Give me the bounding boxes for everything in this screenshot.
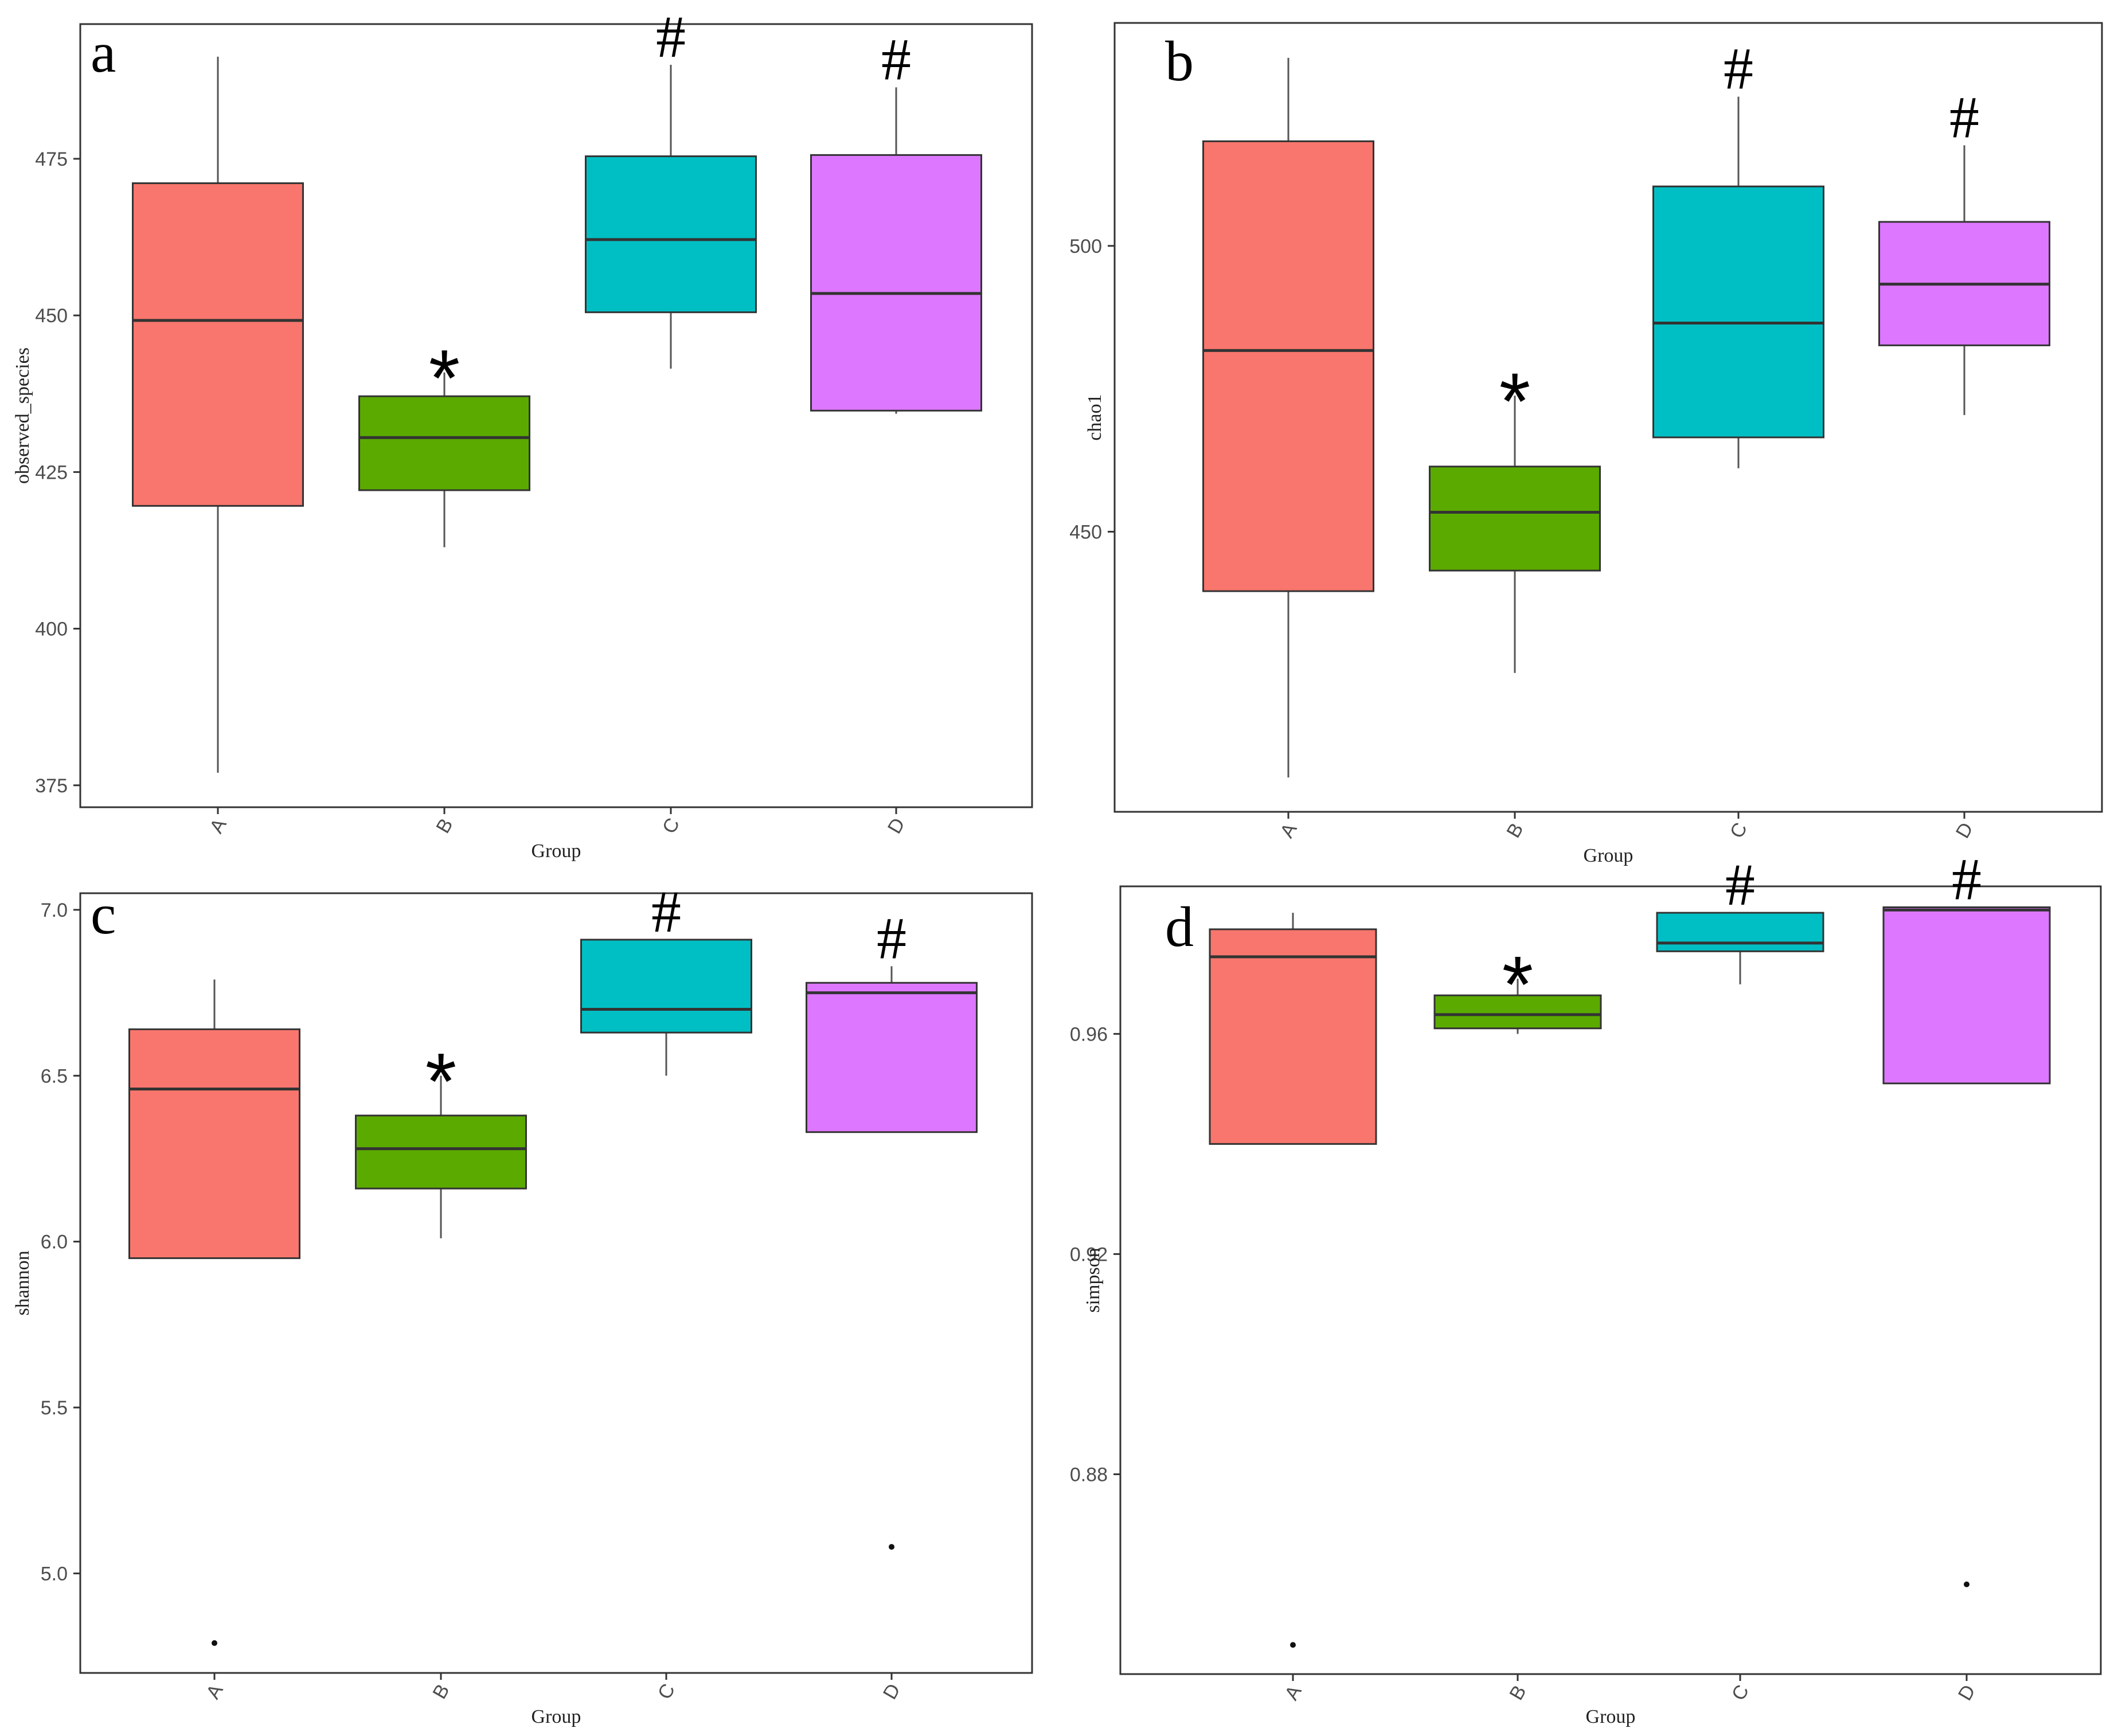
panel-label: d	[1165, 895, 1194, 959]
box-A	[1202, 140, 1374, 592]
significance-marker: #	[881, 26, 911, 92]
x-axis-title: Group	[1584, 845, 1634, 866]
significance-marker: #	[1724, 36, 1753, 102]
box-group-A	[1209, 913, 1377, 1648]
significance-marker: #	[1952, 846, 1982, 912]
box-D	[1882, 906, 2051, 1085]
x-tick-label: A	[205, 815, 230, 837]
panel-label: b	[1165, 29, 1194, 93]
chart-panel-b: 450 500 chao1 A B C D Group * # # b	[1069, 22, 2103, 866]
y-tick-label: 450	[1069, 521, 1102, 543]
box-B	[358, 395, 530, 491]
x-tick-label: C	[1726, 819, 1752, 842]
box-A	[132, 182, 304, 507]
y-tick-label: 7.0	[41, 900, 68, 921]
significance-marker: #	[656, 4, 686, 70]
y-tick-label: 5.5	[41, 1397, 68, 1419]
box-group-B: *	[355, 1036, 527, 1238]
x-tick-label: A	[202, 1680, 227, 1703]
x-tick-label: D	[879, 1680, 905, 1703]
y-tick-label: 475	[35, 148, 68, 170]
panel-label: c	[91, 882, 116, 946]
y-tick-label: 0.88	[1070, 1464, 1108, 1485]
chart-panel-a: 375 400 425 450 475 observed_species A B C D Group…	[12, 4, 1033, 862]
y-tick-label: 0.96	[1070, 1023, 1108, 1045]
x-axis-title: Group	[532, 840, 581, 862]
x-tick-label: C	[658, 814, 684, 837]
panel-label: a	[91, 21, 116, 84]
x-tick-label: D	[1952, 819, 1978, 842]
x-tick-label: D	[884, 814, 909, 837]
box-B	[355, 1115, 527, 1190]
x-tick-label: C	[654, 1680, 679, 1703]
chart-panel-c: 5.0 5.5 6.0 6.5 7.0 shannon A B C D Group * # # c	[12, 879, 1033, 1727]
box-A	[1209, 928, 1377, 1145]
y-tick-label: 500	[1069, 236, 1102, 257]
y-tick-label: 6.0	[41, 1231, 68, 1253]
y-axis-title: observed_species	[12, 347, 33, 484]
significance-marker: *	[1502, 939, 1533, 1029]
box-B	[1433, 994, 1602, 1030]
x-tick-label: A	[1280, 1682, 1306, 1704]
y-tick-label: 5.0	[41, 1563, 68, 1585]
box-group-C: #	[1656, 852, 1824, 984]
outlier-point	[212, 1640, 217, 1646]
box-group-D: #	[806, 905, 978, 1550]
x-tick-label: C	[1728, 1681, 1753, 1704]
x-tick-label: B	[1505, 1682, 1530, 1704]
y-tick-label: 450	[35, 305, 68, 327]
y-tick-label: 6.5	[41, 1065, 68, 1087]
box-C	[1656, 912, 1824, 952]
outlier-point	[889, 1544, 894, 1550]
box-group-D: #	[1882, 846, 2051, 1588]
box-group-D: #	[1878, 84, 2050, 416]
box-A	[128, 1028, 300, 1260]
box-D	[806, 982, 978, 1133]
box-D	[810, 154, 982, 412]
outlier-point	[1290, 1642, 1296, 1648]
box-group-A	[1202, 57, 1374, 778]
y-axis-title: shannon	[12, 1250, 33, 1315]
y-axis-title: simpson	[1083, 1248, 1104, 1312]
box-group-B: *	[1433, 939, 1602, 1034]
y-tick-label: 375	[35, 775, 68, 797]
x-tick-label: B	[1502, 819, 1527, 842]
outlier-point	[1964, 1581, 1969, 1588]
significance-marker: *	[1499, 356, 1530, 446]
y-tick-label: 0.92	[1070, 1244, 1108, 1265]
box-B	[1429, 466, 1601, 572]
significance-marker: #	[1949, 84, 1979, 150]
significance-marker: #	[651, 879, 681, 945]
chart-panel-d: 0.88 0.92 0.96 simpson A B C D Group * # # d	[1070, 846, 2102, 1727]
x-axis-title: Group	[532, 1706, 581, 1727]
x-tick-label: B	[432, 815, 457, 837]
box-group-A	[128, 979, 300, 1646]
box-group-C: #	[585, 4, 757, 369]
x-tick-label: D	[1954, 1681, 1980, 1704]
box-C	[1652, 185, 1824, 439]
box-C	[580, 939, 752, 1034]
box-group-A	[132, 56, 304, 773]
box-C	[585, 155, 757, 314]
box-group-C: #	[580, 879, 752, 1076]
y-axis-title: chao1	[1084, 394, 1105, 440]
significance-marker: #	[1725, 852, 1755, 918]
significance-marker: #	[877, 905, 906, 971]
significance-marker: *	[425, 1036, 456, 1126]
significance-marker: *	[429, 333, 460, 423]
y-tick-label: 425	[35, 462, 68, 483]
box-group-D: #	[810, 26, 982, 414]
x-axis-title: Group	[1586, 1706, 1636, 1727]
box-group-B: *	[358, 333, 530, 548]
box-group-B: *	[1429, 356, 1601, 673]
box-group-C: #	[1652, 36, 1824, 468]
x-tick-label: A	[1276, 819, 1301, 842]
x-tick-label: B	[428, 1680, 454, 1703]
y-tick-label: 400	[35, 619, 68, 640]
